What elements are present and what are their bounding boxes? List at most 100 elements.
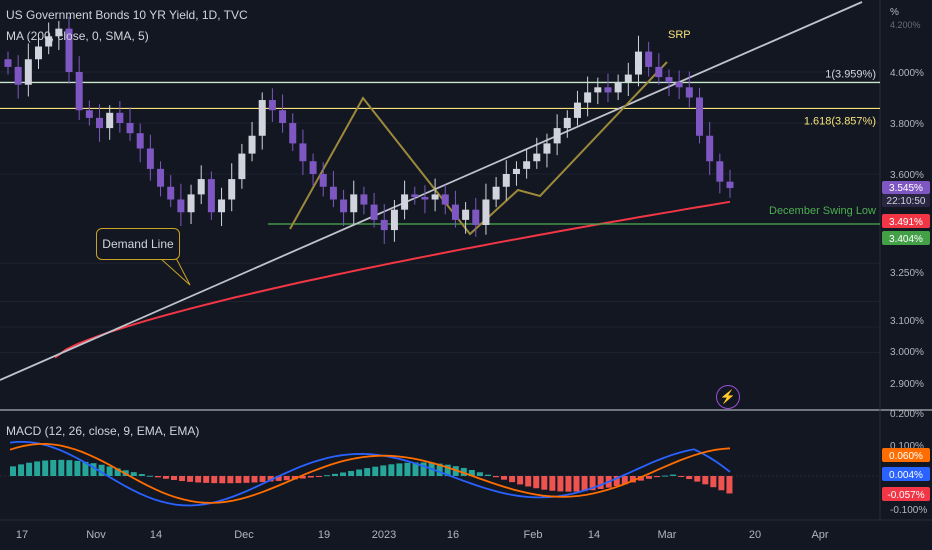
candle-body [594,87,602,93]
macd-histogram-bar [291,476,298,480]
harmonic-pattern[interactable]: SRP [289,29,691,236]
horizontal-levels: 1(3.959%) 1.618(3.857%) December Swing Low [0,68,880,225]
candle-body [207,179,215,213]
time-tick-label: Mar [658,529,677,541]
ma-value-tag: 3.491% [889,217,923,228]
time-tick-label: 19 [318,529,330,541]
macd-histogram-bar [211,476,218,484]
candle-body [482,199,490,225]
time-tick-label: Apr [811,529,828,541]
candle-body [4,59,12,67]
price-axis[interactable]: 4.000% 3.800% 3.600% 3.250% 3.100% 3.000% 2.90… [882,7,930,516]
macd-histogram-bar [549,476,556,491]
candle-body [116,112,124,123]
time-tick-label: 16 [447,529,459,541]
srp-label: SRP [668,29,691,41]
macd-tick-label: 0.100% [890,441,924,452]
macd-histogram-bar [493,476,499,478]
candle-body [319,174,327,187]
last-price-tag-bg [882,181,930,194]
macd-histogram-bar [678,476,685,477]
macd-histogram-bar [541,476,548,490]
macd-histogram-bar [18,464,25,476]
time-tick-label: Feb [524,529,543,541]
macd-histogram-bar [171,476,177,480]
candle-body [411,194,419,197]
macd-histogram-bar [364,468,371,476]
time-axis[interactable]: 17 Nov 14 Dec 19 2023 16 Feb 14 Mar 20 Apr [0,519,932,541]
candle-body [350,194,358,213]
price-tick-label: 4.000% [890,68,924,79]
demand-line-callout[interactable]: Demand Line [96,228,180,260]
candle-body [218,199,226,213]
macd-histogram-bar [444,464,451,476]
candle-body [726,181,734,189]
macd-histogram-bar [573,476,580,492]
macd-histogram-bar [299,476,306,479]
candle-body [238,153,246,180]
macd-histogram-bar [106,466,113,476]
macd-histogram-bar [162,476,169,479]
macd-histogram-bar [476,472,483,476]
macd-histogram-bar [340,472,347,476]
macd-histogram-bar [243,476,250,483]
macd-histogram-bar [557,476,564,492]
macd-histogram-bar [629,476,636,483]
macd-histogram-bar [275,476,282,481]
macd-line-tag: 0.004% [889,470,923,481]
macd-tick-label: -0.100% [890,505,927,516]
macd-histogram-bar [468,469,475,476]
macd-histogram-bar [267,476,274,482]
macd-histogram-bar [686,476,693,480]
macd-histogram-bar [654,476,660,478]
candle-body [106,112,114,129]
ma-200-curve [54,200,731,359]
candle-body [268,100,276,111]
lightning-icon[interactable]: ⚡ [716,385,740,409]
candle-body [685,87,693,98]
macd-histogram-bar [517,476,524,485]
macd-histogram-bar [694,476,701,482]
candle-body [502,174,510,187]
time-tick-label: Dec [234,529,254,541]
candle-body [157,168,165,187]
candle-body [401,194,409,210]
candle-body [390,209,398,231]
candle-body [563,117,571,129]
grid [0,0,932,520]
candles [4,16,734,244]
macd-histogram-bar [702,476,709,485]
macd-histogram-bar [613,476,620,486]
candle-body [24,59,32,85]
macd-line-tag-bg [882,467,930,481]
macd-histogram-bar [315,476,322,477]
candle-body [85,110,93,118]
candle-body [309,161,317,174]
macd-histogram-bar [718,476,725,491]
macd-histogram-bar [179,476,186,482]
macd-histogram-bar [396,463,403,476]
macd-histogram-bar [710,476,717,488]
macd-histogram-bar [203,476,210,483]
candle-body [45,36,53,47]
time-tick-label: 20 [749,529,761,541]
candle-body [523,161,531,169]
support-value-tag-bg [882,231,930,245]
macd-histogram-bar [484,474,491,476]
candle-body [65,28,73,72]
candle-body [258,100,266,136]
macd-histogram-bar [404,462,411,476]
macd-histogram-bar [98,464,105,476]
fib-1618-label: 1.618(3.857%) [804,115,876,127]
macd-histogram-bar [26,462,33,476]
candle-body [451,204,459,220]
macd-histogram-bar [597,476,604,490]
macd-histogram-bar [259,476,266,483]
ma-value-tag-bg [882,214,930,228]
candle-body [167,186,175,200]
macd-line [9,440,731,507]
time-tick-label: 14 [150,529,162,541]
candle-body [492,186,500,200]
